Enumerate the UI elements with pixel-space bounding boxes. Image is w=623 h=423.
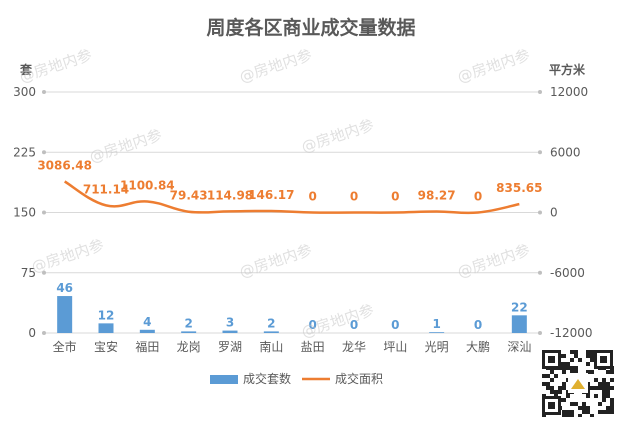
bar-value-label: 2 [184, 316, 192, 330]
qr-code [541, 349, 615, 417]
x-tick-label: 深汕 [507, 340, 531, 354]
bar-value-label: 4 [143, 315, 151, 329]
gridline-end-dot [538, 210, 542, 215]
x-tick-label: 全市 [53, 339, 77, 354]
line-value-label: 79.43 [170, 189, 208, 203]
bar-罗湖 [222, 330, 238, 333]
legend: 成交套数 成交面积 [210, 371, 383, 386]
line-series [64, 180, 520, 215]
line-value-label: 0 [391, 190, 399, 204]
line-value-label: 146.17 [248, 188, 294, 202]
bar-福田 [139, 329, 155, 333]
line-value-label: 0 [474, 190, 482, 204]
right-tick-label: -6000 [550, 266, 585, 280]
bar-南山 [263, 331, 279, 333]
bar-龙岗 [181, 331, 197, 333]
line-value-label: 835.65 [496, 181, 542, 195]
left-tick-label: 75 [21, 266, 36, 280]
bar-value-label: 2 [267, 316, 275, 330]
gridline-start-dot [42, 270, 46, 275]
x-tick-label: 罗湖 [218, 339, 242, 354]
bar-value-label: 0 [308, 318, 316, 332]
gridline-start-dot [42, 210, 46, 215]
gridline-end-dot [538, 270, 542, 275]
legend-line-label: 成交面积 [335, 371, 383, 386]
x-tick-label: 盐田 [301, 340, 325, 354]
line-value-label: 98.27 [418, 189, 456, 203]
gridline-end-dot [538, 90, 542, 94]
bar-深汕 [511, 315, 527, 333]
right-tick-label: 0 [550, 206, 558, 220]
area-line [64, 180, 520, 215]
right-axis-ticks: -12000 -6000 0 6000 12000 [550, 85, 593, 340]
bar-series [57, 296, 527, 333]
legend-bar-label: 成交套数 [243, 371, 291, 386]
x-tick-label: 光明 [425, 340, 449, 354]
right-tick-label: 6000 [550, 145, 581, 159]
left-tick-label: 225 [13, 145, 36, 159]
line-value-label: 0 [350, 190, 358, 204]
bar-光明 [429, 332, 445, 333]
right-axis-unit-label: 平方米 [549, 62, 586, 77]
left-axis-unit-label: 套 [19, 62, 33, 77]
line-value-label: 114.98 [207, 188, 253, 202]
bar-value-label: 1 [432, 317, 440, 331]
line-value-label: 711.14 [83, 182, 129, 196]
bar-宝安 [98, 323, 114, 333]
chart-title: 周度各区商业成交量数据 [206, 16, 415, 39]
bar-value-label: 0 [391, 318, 399, 332]
x-tick-label: 龙岗 [177, 340, 201, 354]
x-tick-label: 南山 [259, 339, 283, 354]
line-value-label: 1100.84 [120, 178, 175, 192]
gridline-start-dot [42, 90, 46, 94]
bar-data-labels: 46 12 4 2 3 2 0 0 0 1 0 22 [56, 281, 527, 332]
gridline-start-dot [42, 331, 46, 335]
right-tick-label: 12000 [550, 85, 588, 99]
bar-全市 [57, 296, 73, 333]
left-tick-label: 300 [13, 85, 36, 99]
gridlines [42, 90, 542, 335]
bar-value-label: 12 [98, 308, 115, 322]
line-value-label: 3086.48 [37, 159, 92, 173]
bar-value-label: 0 [474, 318, 482, 332]
gridline-end-dot [538, 150, 542, 155]
bar-value-label: 3 [226, 316, 234, 330]
legend-bar-swatch [210, 375, 238, 384]
x-tick-label: 宝安 [94, 339, 118, 354]
x-tick-label: 坪山 [383, 340, 407, 354]
left-axis-ticks: 0 75 150 225 300 [13, 85, 36, 340]
bar-value-label: 46 [56, 281, 73, 295]
x-tick-label: 龙华 [342, 340, 366, 354]
gridline-end-dot [538, 331, 542, 335]
bar-value-label: 22 [511, 300, 528, 314]
x-axis-ticks: 全市 宝安 福田 龙岗 罗湖 南山 盐田 龙华 坪山 光明 大鹏 深汕 [53, 339, 532, 354]
x-tick-label: 大鹏 [466, 340, 490, 354]
right-tick-label: -12000 [550, 326, 593, 340]
left-tick-label: 0 [28, 326, 36, 340]
left-tick-label: 150 [13, 206, 36, 220]
bar-value-label: 0 [350, 318, 358, 332]
x-tick-label: 福田 [135, 339, 159, 354]
line-value-label: 0 [308, 190, 316, 204]
gridline-start-dot [42, 150, 46, 155]
